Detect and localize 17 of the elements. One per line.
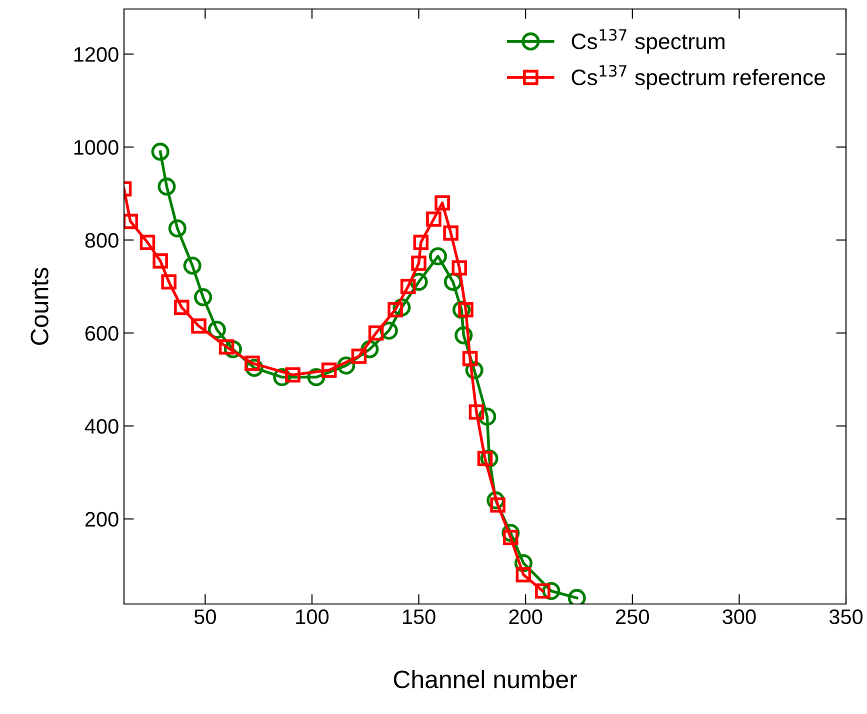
legend-label: Cs$^{137}$ spectrum reference [572, 65, 825, 90]
y-tick-label: 200 [85, 512, 118, 527]
x-axis-title: Channel number [394, 670, 578, 688]
y-axis-title: Counts [30, 268, 48, 345]
x-tick-label: 250 [616, 609, 649, 624]
y-tick-label: 600 [85, 326, 118, 341]
x-tick-label: 350 [829, 609, 863, 624]
x-tick-label: 50 [194, 609, 216, 624]
y-tick-label: 400 [84, 418, 118, 434]
y-tick-label: 1200 [74, 47, 118, 62]
x-tick-label: 150 [402, 609, 436, 624]
x-tick-label: 200 [509, 609, 542, 624]
y-tick-label: 800 [85, 233, 118, 248]
legend-label: Cs$^{137}$ spectrum [572, 29, 724, 54]
y-tick-label: 1000 [74, 140, 118, 155]
x-tick-label: 300 [722, 609, 756, 624]
x-tick-label: 100 [296, 609, 329, 624]
